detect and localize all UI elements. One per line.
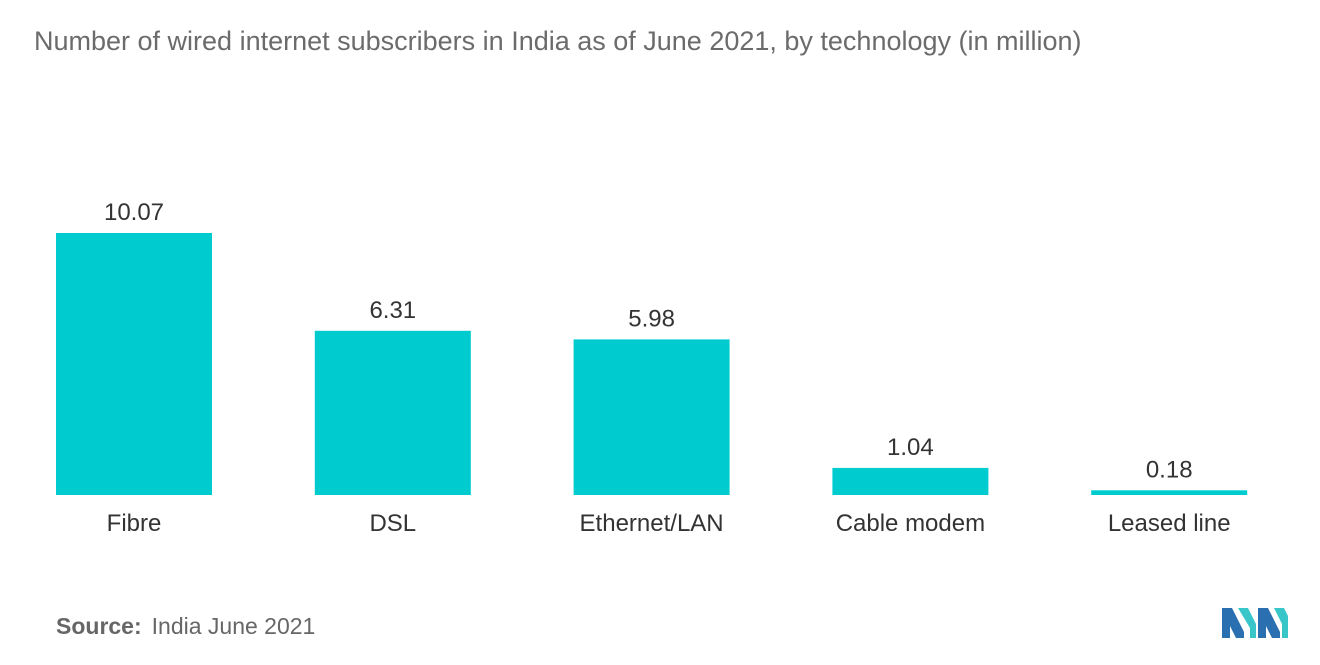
source-label: Source: <box>56 613 142 639</box>
brand-logo-icon <box>1222 608 1288 638</box>
bar-dsl <box>314 330 471 495</box>
category-label-fibre: Fibre <box>107 510 162 537</box>
bar-ethernet-lan <box>573 339 730 495</box>
value-label-ethernet-lan: 5.98 <box>628 305 675 332</box>
category-label-ethernet-lan: Ethernet/LAN <box>580 510 724 537</box>
category-label-leased-line: Leased line <box>1108 510 1231 537</box>
value-label-leased-line: 0.18 <box>1146 456 1193 483</box>
bar-cable-modem <box>832 467 989 495</box>
value-label-fibre: 10.07 <box>104 199 164 226</box>
category-label-dsl: DSL <box>369 510 416 537</box>
value-label-dsl: 6.31 <box>369 297 416 324</box>
chart-title: Number of wired internet subscribers in … <box>34 26 1082 56</box>
value-label-cable-modem: 1.04 <box>887 434 934 461</box>
source-value: India June 2021 <box>151 613 316 639</box>
category-label-cable-modem: Cable modem <box>836 510 985 537</box>
bar-leased-line <box>1091 490 1248 495</box>
source-note: Source: India June 2021 <box>56 613 315 640</box>
bar-chart: 10.07 Fibre 6.31 DSL 5.98 Ethernet/LAN 1.04 Cab… <box>56 199 1248 537</box>
bar-fibre <box>56 233 212 495</box>
